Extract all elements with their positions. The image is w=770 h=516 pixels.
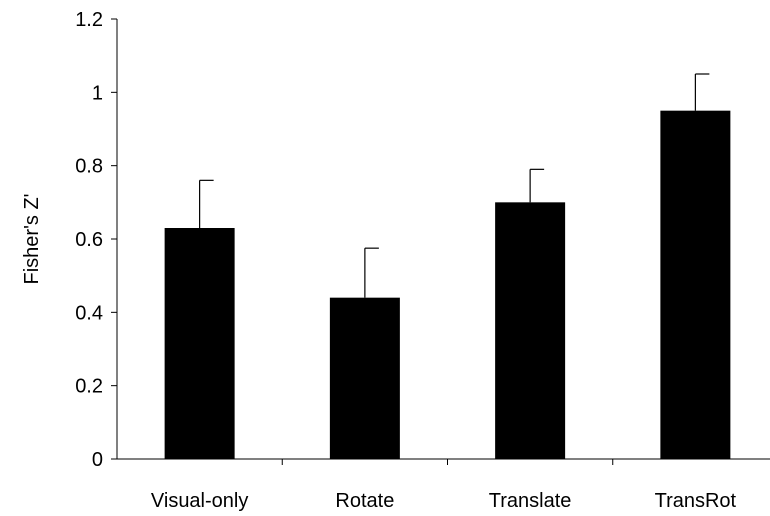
x-tick-label: Translate (489, 490, 572, 512)
bar (329, 297, 400, 459)
bar (495, 202, 566, 460)
y-axis-label: Fisher's Z' (21, 194, 43, 285)
bar (660, 110, 731, 460)
y-tick-label: 0.8 (75, 156, 103, 178)
y-tick-label: 0.4 (75, 302, 103, 324)
y-tick-label: 0 (92, 449, 103, 471)
y-tick-label: 1.2 (75, 9, 103, 31)
y-tick-label: 1 (92, 82, 103, 104)
bar (164, 228, 235, 459)
x-tick-label: Rotate (335, 490, 394, 512)
x-tick-label: Visual-only (151, 490, 248, 512)
y-tick-label: 0.6 (75, 229, 103, 251)
x-tick-label: TransRot (655, 490, 737, 512)
y-tick-label: 0.2 (75, 376, 103, 398)
